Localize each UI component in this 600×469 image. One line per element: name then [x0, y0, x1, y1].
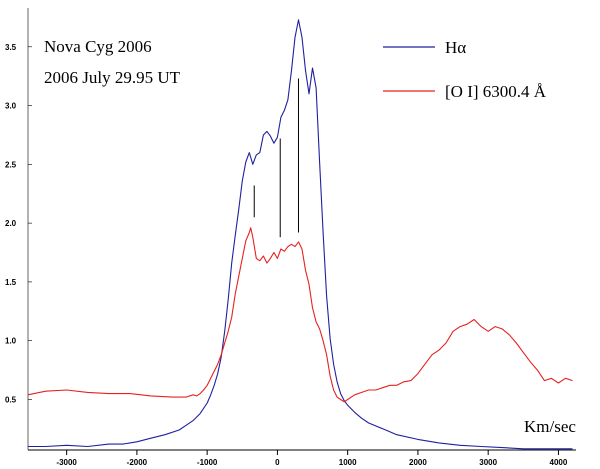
x-tick-label: -2000: [127, 458, 148, 467]
x-tick-label: -3000: [56, 458, 77, 467]
series-oi-line: [27, 227, 573, 403]
x-axis-ticks: -3000 -2000 -1000 0 1000 2000 3000 4000: [56, 450, 568, 467]
series-group: [27, 19, 573, 450]
x-tick-label: 4000: [550, 458, 568, 467]
y-tick-label: 2.5: [5, 160, 17, 169]
vertical-markers: [253, 78, 299, 238]
y-tick-label: 3.0: [5, 102, 17, 111]
annotation-date: 2006 July 29.95 UT: [44, 68, 181, 87]
y-tick-label: 3.5: [5, 43, 17, 52]
y-tick-label: 0.5: [5, 395, 17, 404]
series-halpha-line: [28, 19, 573, 450]
annotation-object: Nova Cyg 2006: [44, 37, 152, 56]
y-tick-label: 2.0: [5, 219, 17, 228]
y-tick-label: 1.0: [5, 337, 17, 346]
y-axis-ticks: 0.5 1.0 1.5 2.0 2.5 3.0 3.5: [5, 43, 32, 404]
y-tick-label: 1.5: [5, 278, 17, 287]
legend-label-halpha: Hα: [445, 38, 466, 57]
x-axis-label: Km/sec: [524, 417, 576, 436]
x-tick-label: 3000: [479, 458, 497, 467]
x-tick-label: -1000: [197, 458, 218, 467]
x-tick-label: 0: [275, 458, 280, 467]
legend: Hα [O I] 6300.4 Å: [383, 38, 547, 101]
x-tick-label: 2000: [409, 458, 427, 467]
legend-label-oi: [O I] 6300.4 Å: [445, 82, 547, 101]
x-tick-label: 1000: [339, 458, 357, 467]
